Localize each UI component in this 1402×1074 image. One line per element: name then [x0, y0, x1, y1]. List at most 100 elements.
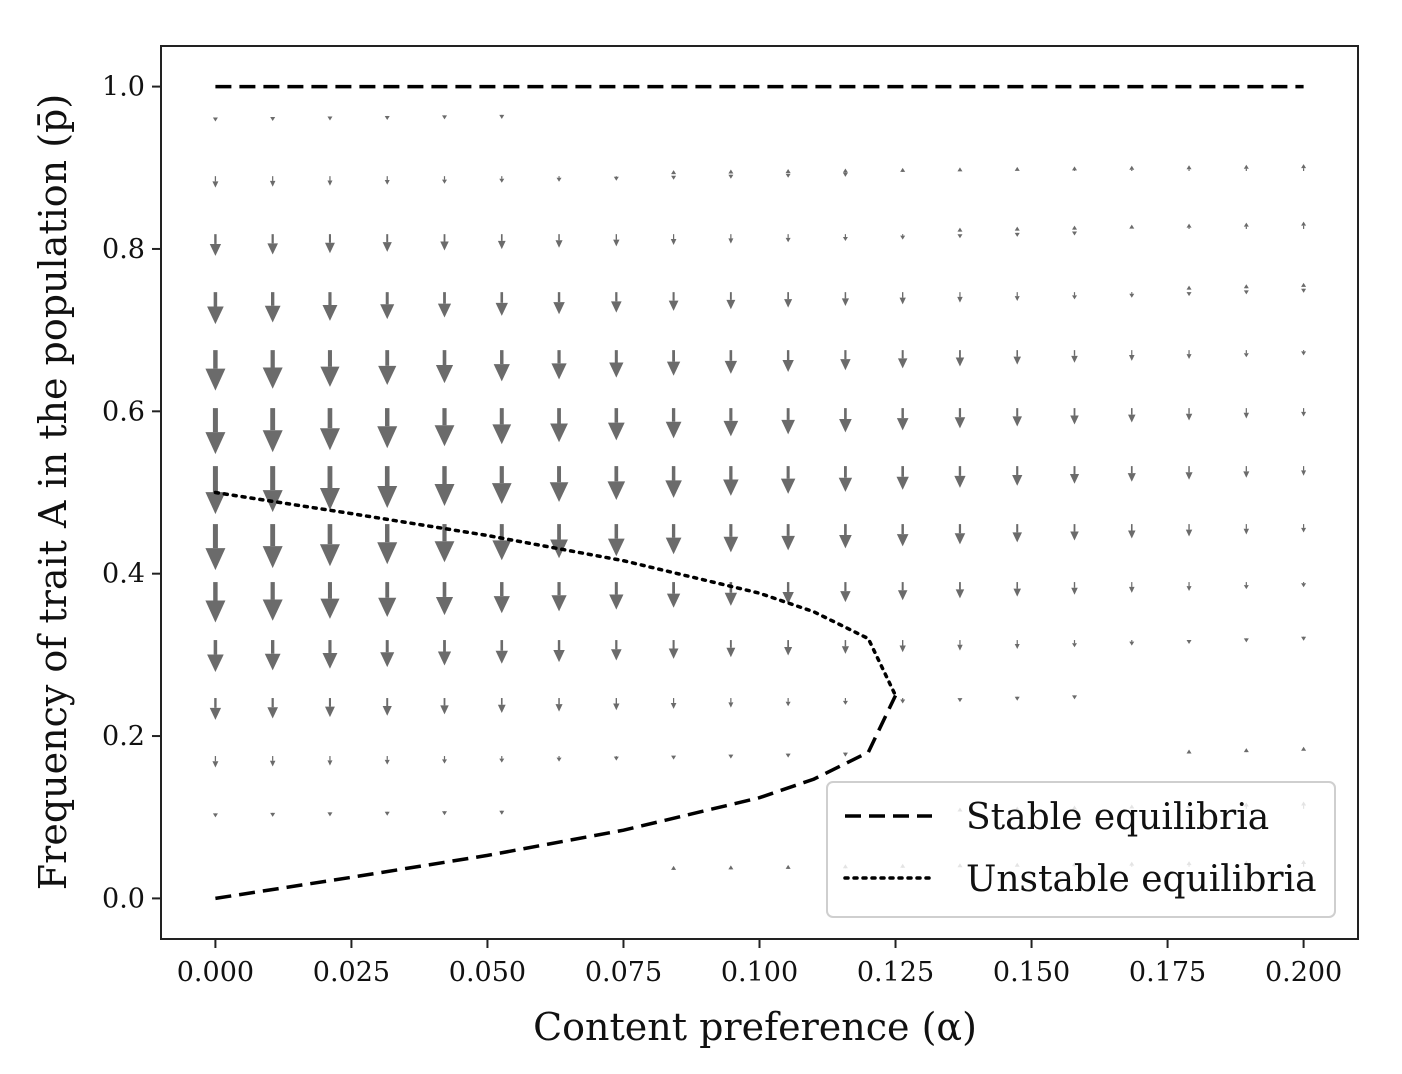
vector-arrow	[322, 640, 338, 669]
x-tick-label: 0.150	[993, 957, 1070, 988]
vector-arrow	[262, 582, 283, 621]
vector-arrow	[611, 640, 622, 661]
stable-equilibria-line	[215, 694, 898, 901]
vector-arrow	[1243, 524, 1250, 535]
vector-arrow	[1013, 350, 1021, 365]
vector-arrow	[665, 466, 682, 498]
vector-arrow	[957, 698, 963, 703]
vector-arrow	[609, 350, 624, 378]
vector-arrow	[1129, 292, 1135, 298]
vector-arrow	[957, 640, 963, 651]
vector-arrow	[613, 756, 619, 761]
vector-arrow	[785, 168, 791, 173]
vector-arrow	[1072, 640, 1077, 648]
vector-arrow	[442, 115, 447, 120]
vector-arrow	[1071, 582, 1078, 595]
vector-arrow	[384, 176, 390, 185]
vector-arrow	[1014, 166, 1020, 171]
x-axis: 0.000 0.025 0.050 0.075 0.100 0.125 0.150 0.175…	[177, 939, 1342, 988]
vector-arrow	[785, 698, 791, 707]
vector-arrow	[1301, 582, 1307, 588]
vector-arrow	[1243, 350, 1249, 358]
vector-arrow	[900, 234, 906, 240]
vector-arrow	[785, 234, 791, 243]
vector-arrow	[320, 350, 340, 387]
vector-arrow	[841, 292, 850, 306]
vector-arrow	[1186, 749, 1192, 754]
vector-arrow	[842, 234, 848, 241]
vector-arrow	[839, 408, 852, 433]
vector-arrow	[896, 408, 909, 431]
vector-arrow	[726, 640, 736, 658]
vector-arrow	[320, 582, 340, 619]
vector-arrow	[900, 167, 906, 172]
vector-arrow	[1070, 408, 1079, 425]
vector-arrow	[262, 408, 283, 453]
vector-arrow	[556, 176, 562, 182]
vector-arrow	[785, 864, 791, 869]
y-axis: 0.0 0.2 0.4 0.6 0.8 1.0	[102, 72, 161, 914]
vector-arrow	[1243, 408, 1250, 419]
vector-arrow	[957, 167, 963, 172]
vector-arrow	[782, 582, 794, 604]
vector-arrow	[380, 640, 395, 668]
vector-arrow	[212, 813, 218, 818]
vector-arrow	[384, 756, 390, 765]
vector-arrow	[613, 176, 619, 181]
unstable-equilibria-line	[213, 490, 898, 698]
vector-arrow	[325, 234, 335, 254]
vector-arrow	[842, 752, 848, 757]
vector-arrow	[435, 582, 454, 616]
vector-arrow	[1128, 582, 1135, 593]
vector-arrow	[1128, 408, 1136, 423]
vector-arrow	[1301, 466, 1307, 476]
vector-arrow	[434, 408, 455, 447]
vector-arrow	[1243, 222, 1249, 229]
vector-arrow	[437, 640, 452, 666]
vector-arrow	[607, 524, 625, 557]
vector-arrow	[728, 174, 734, 179]
vector-arrow	[380, 292, 395, 320]
vector-arrow	[325, 698, 335, 718]
vector-arrow	[1014, 226, 1020, 231]
vector-arrow	[551, 582, 567, 612]
vector-arrow	[264, 640, 281, 671]
y-tick-label: 0.6	[102, 396, 145, 427]
vector-arrow	[1186, 165, 1192, 171]
vector-arrow	[549, 466, 569, 502]
vector-arrow	[955, 582, 965, 599]
vector-arrow	[377, 466, 398, 509]
vector-arrow	[497, 698, 506, 714]
vector-arrow	[723, 466, 739, 496]
vector-arrow	[384, 811, 390, 816]
legend-box	[826, 781, 1336, 918]
vector-arrow	[728, 169, 734, 174]
x-tick-label: 0.200	[1265, 957, 1342, 988]
vector-arrow	[899, 640, 906, 653]
vector-arrow	[1186, 292, 1192, 297]
vector-arrow	[728, 698, 734, 708]
vector-arrow	[1185, 408, 1193, 421]
vector-arrow	[781, 524, 795, 551]
vector-arrow	[900, 698, 906, 704]
vector-arrow	[1072, 166, 1077, 171]
vector-arrow	[382, 698, 392, 716]
vector-arrow	[1301, 164, 1307, 171]
vector-arrow	[665, 524, 682, 555]
vector-arrow	[1186, 582, 1192, 592]
vector-arrow	[1014, 640, 1020, 649]
vector-arrow	[609, 582, 624, 610]
vector-arrow	[327, 812, 333, 817]
vector-arrow	[205, 350, 226, 391]
vector-arrow	[384, 115, 390, 120]
vector-arrow	[897, 350, 908, 369]
vector-arrow	[1127, 466, 1136, 482]
x-tick-label: 0.025	[313, 957, 390, 988]
vector-arrow	[267, 698, 278, 719]
vector-arrow	[784, 292, 793, 308]
y-axis-title: Frequency of trait A in the population (…	[31, 94, 75, 890]
vector-arrow	[1072, 225, 1077, 230]
vector-arrow	[493, 582, 510, 614]
vector-arrow	[382, 234, 392, 252]
vector-arrow	[1243, 290, 1249, 295]
